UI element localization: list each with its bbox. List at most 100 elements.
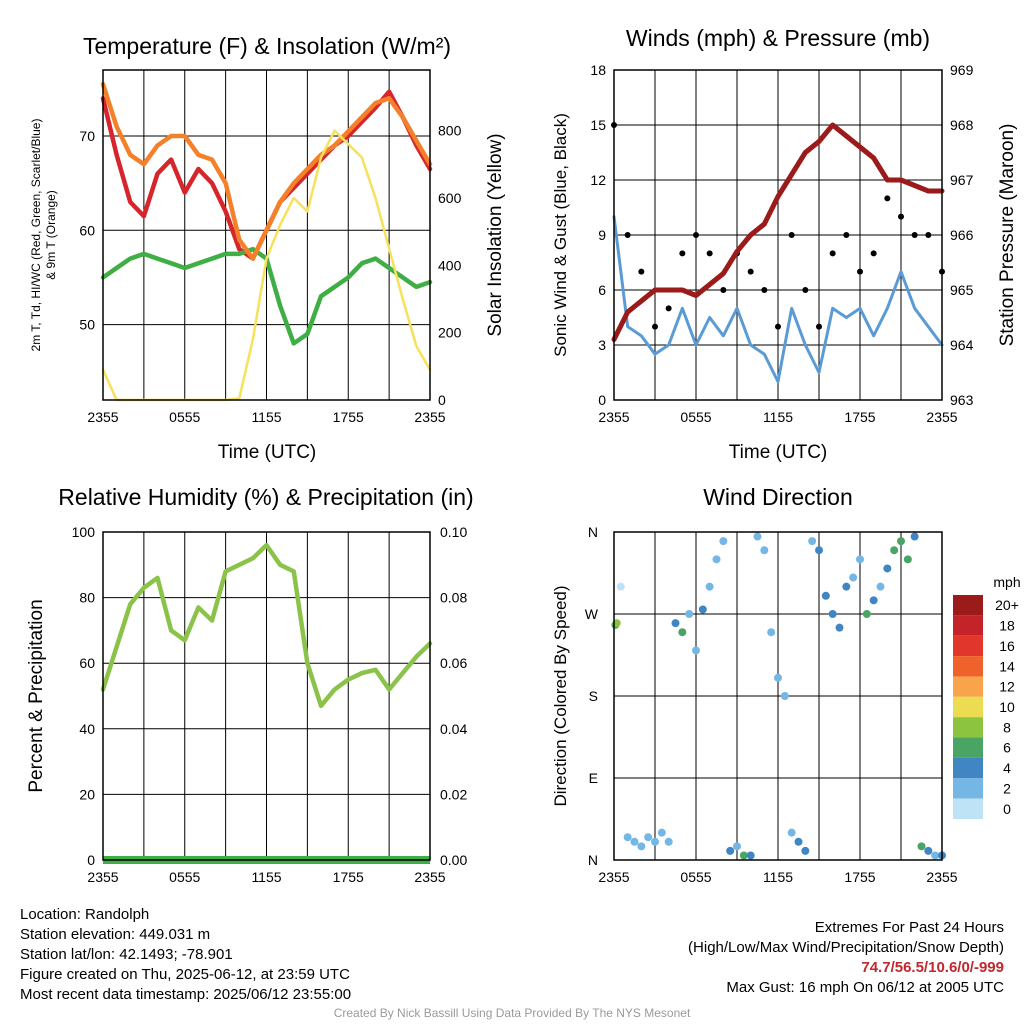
legend-swatch xyxy=(953,635,983,657)
station-info: Location: Randolph Station elevation: 44… xyxy=(20,905,351,1005)
temp-plot: 50 60 70 0 200 400 600 800 2355 0555 1155 1755 2355 xyxy=(79,69,462,425)
direction-point xyxy=(616,582,625,591)
y2-tick-label: 0.04 xyxy=(440,721,467,737)
x-tick-label: 0555 xyxy=(169,869,200,885)
direction-point xyxy=(917,842,926,851)
y2-tick-label: 600 xyxy=(438,190,462,206)
legend-label: 0 xyxy=(1003,801,1011,817)
direction-point xyxy=(698,605,707,614)
dir-title: Wind Direction xyxy=(703,484,853,510)
y2-tick-label: 0.06 xyxy=(440,655,467,671)
direction-point xyxy=(692,646,700,655)
legend-label: 12 xyxy=(999,679,1015,695)
y-tick-label: 6 xyxy=(598,282,606,298)
rh-panel: Relative Humidity (%) & Precipitation (i… xyxy=(26,484,474,885)
direction-point xyxy=(733,842,741,851)
direction-point xyxy=(780,692,789,700)
gust-point xyxy=(870,250,877,257)
plot-frame xyxy=(102,531,431,861)
legend-swatch xyxy=(953,676,983,697)
gust-point xyxy=(679,250,686,257)
x-tick-label: 1155 xyxy=(763,409,793,425)
y2-tick-label: 969 xyxy=(950,62,974,78)
y2-tick-label: 800 xyxy=(438,123,462,139)
y2-tick-label: 965 xyxy=(950,282,974,298)
y2-tick-label: 963 xyxy=(950,392,974,408)
x-tick-label: 1155 xyxy=(251,409,281,425)
wind-y2label: Station Pressure (Maroon) xyxy=(997,124,1018,347)
dir-ylabel: Direction (Colored By Speed) xyxy=(551,585,570,806)
gust-point xyxy=(788,232,795,238)
x-tick-label: 1155 xyxy=(763,869,793,885)
x-tick-label: 2355 xyxy=(598,409,629,425)
y2-tick-label: 964 xyxy=(950,337,974,353)
y2-tick-label: 0.08 xyxy=(440,590,467,606)
x-tick-label: 1755 xyxy=(333,869,364,885)
x-tick-label: 2355 xyxy=(926,409,957,425)
x-tick-label: 2355 xyxy=(87,409,118,425)
plot-frame xyxy=(102,69,431,401)
gust-point xyxy=(693,232,699,238)
gust-point xyxy=(857,268,863,275)
x-tick-label: 2355 xyxy=(87,869,118,885)
direction-point xyxy=(739,851,748,860)
y-tick-label: 12 xyxy=(590,172,606,188)
direction-point xyxy=(883,564,892,573)
direction-point xyxy=(719,537,728,546)
legend-swatch xyxy=(953,615,983,636)
direction-point xyxy=(801,846,810,855)
direction-point xyxy=(651,837,659,846)
series-line-rh xyxy=(100,542,433,709)
x-tick-label: 2355 xyxy=(926,869,957,885)
y2-tick-label: 0 xyxy=(438,392,446,408)
y-tick-label: 0 xyxy=(87,852,95,868)
legend-label: 20+ xyxy=(995,597,1019,613)
extremes-subtitle: (High/Low/Max Wind/Precipitation/Snow De… xyxy=(688,939,1004,956)
x-tick-label: 0555 xyxy=(169,409,200,425)
direction-point xyxy=(657,828,666,837)
gust-point xyxy=(884,195,891,202)
direction-point xyxy=(869,596,878,605)
gust-point xyxy=(911,232,918,238)
extremes-values: 74.7/56.5/10.6/0/-999 xyxy=(861,959,1004,976)
y-tick-label: 50 xyxy=(79,317,95,333)
y-tick-label: N xyxy=(588,852,598,868)
temp-ylabel-line2: & 9m T (Orange) xyxy=(44,190,58,280)
location-text: Location: Randolph xyxy=(20,906,150,923)
direction-point xyxy=(903,555,912,564)
legend-title: mph xyxy=(993,574,1020,590)
direction-point xyxy=(794,837,803,846)
wind-xlabel: Time (UTC) xyxy=(729,442,828,463)
direction-point xyxy=(767,628,776,637)
direction-point xyxy=(712,555,721,564)
x-tick-label: 1755 xyxy=(333,409,364,425)
y-tick-label: 20 xyxy=(79,786,95,802)
gust-point xyxy=(816,323,822,330)
y-tick-label: 80 xyxy=(79,590,95,606)
direction-point xyxy=(746,851,755,860)
elevation-text: Station elevation: 449.031 m xyxy=(20,926,211,943)
legend-swatch xyxy=(953,798,983,819)
credit-text: Created By Nick Bassill Using Data Provi… xyxy=(333,1006,691,1020)
legend-label: 6 xyxy=(1003,740,1011,756)
plot-frame xyxy=(613,69,943,401)
gust-point xyxy=(624,232,631,238)
gust-point xyxy=(761,287,768,293)
legend-swatch xyxy=(953,757,983,779)
direction-point xyxy=(924,846,933,855)
direction-point xyxy=(849,573,858,582)
latlon-text: Station lat/lon: 42.1493; -78.901 xyxy=(20,946,233,963)
y2-tick-label: 967 xyxy=(950,172,974,188)
legend-label: 8 xyxy=(1003,719,1011,735)
x-tick-label: 1755 xyxy=(844,409,875,425)
direction-point xyxy=(623,833,632,842)
x-tick-label: 1755 xyxy=(844,869,875,885)
y-tick-label: 100 xyxy=(72,524,96,540)
legend-swatch xyxy=(953,737,983,758)
temp-y2label: Solar Insolation (Yellow) xyxy=(485,133,506,336)
legend-swatch xyxy=(953,778,983,799)
direction-point xyxy=(630,837,639,846)
y-tick-label: 70 xyxy=(79,128,95,144)
legend-swatch xyxy=(953,595,983,616)
